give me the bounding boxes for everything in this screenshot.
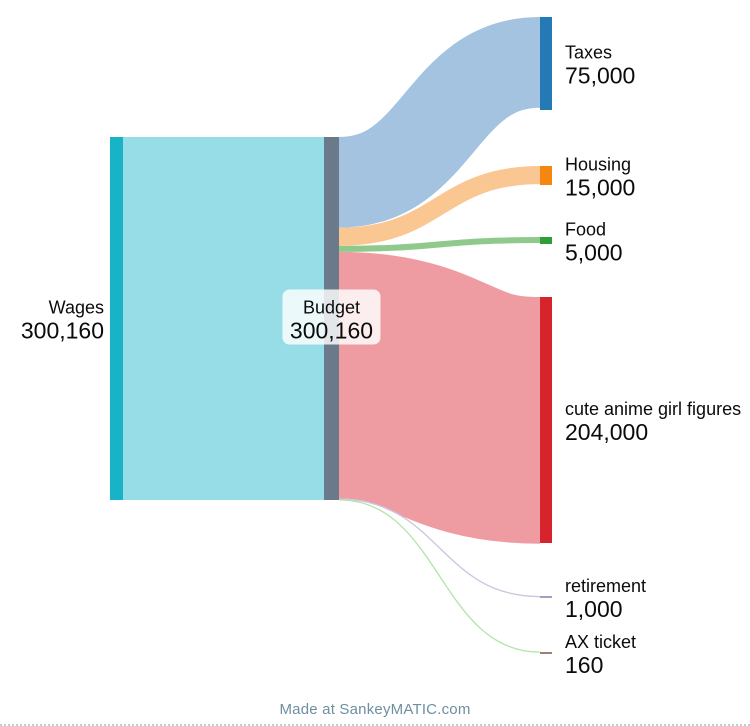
- label-name-ax-ticket: AX ticket: [565, 632, 636, 652]
- node-housing[interactable]: [540, 166, 552, 185]
- label-value-wages: 300,160: [21, 318, 104, 344]
- flow-budget-to-housing: [338, 165, 541, 246]
- label-name-retirement: retirement: [565, 576, 646, 596]
- node-wages[interactable]: [110, 137, 123, 500]
- label-name-wages: Wages: [49, 298, 104, 318]
- flow-budget-to-ax-ticket: [338, 499, 541, 653]
- node-cute-anime-girl-figures[interactable]: [540, 297, 552, 543]
- label-name-housing: Housing: [565, 155, 631, 175]
- flow-budget-to-retirement: [338, 498, 541, 598]
- node-retirement[interactable]: [540, 596, 552, 598]
- node-label-background-budget: [282, 289, 381, 345]
- credit-text: Made at SankeyMATIC.com: [279, 701, 471, 718]
- label-name-food: Food: [565, 220, 606, 240]
- label-value-retirement: 1,000: [565, 596, 623, 622]
- label-value-cute-anime-girl-figures: 204,000: [565, 419, 648, 445]
- label-name-taxes: Taxes: [565, 43, 612, 63]
- node-food[interactable]: [540, 237, 552, 244]
- label-value-ax-ticket: 160: [565, 652, 603, 678]
- label-name-cute-anime-girl-figures: cute anime girl figures: [565, 399, 741, 419]
- bottom-dotted-rule: [0, 724, 750, 726]
- label-value-food: 5,000: [565, 240, 623, 266]
- flow-budget-to-cute-anime-girl-figures: [335, 251, 544, 544]
- flow-budget-to-food: [338, 236, 541, 252]
- labels-layer: Wages300,160Budget300,160Taxes75,000Hous…: [21, 43, 741, 679]
- node-ax-ticket[interactable]: [540, 652, 552, 654]
- label-value-taxes: 75,000: [565, 63, 635, 89]
- label-value-housing: 15,000: [565, 175, 635, 201]
- node-taxes[interactable]: [540, 17, 552, 110]
- label-name-budget: Budget: [303, 298, 360, 318]
- flow-budget-to-taxes: [336, 17, 543, 228]
- label-value-budget: 300,160: [290, 318, 373, 344]
